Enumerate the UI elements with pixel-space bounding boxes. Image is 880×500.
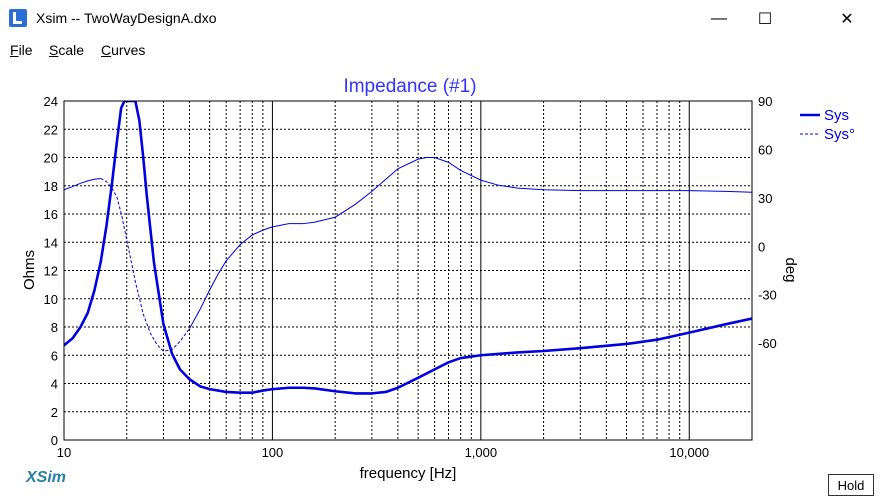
- menu-file-label: ile: [18, 42, 33, 58]
- y-tick-label: 18: [44, 179, 58, 194]
- legend: Sys Sys°: [800, 107, 855, 143]
- series-line-sys: [64, 101, 752, 395]
- grid: [64, 101, 752, 440]
- y2-tick-label: 60: [758, 142, 772, 157]
- title-bar: Xsim -- TwoWayDesignA.dxo — ☐ ✕: [0, 0, 880, 38]
- y2-tick-label: -30: [758, 288, 777, 303]
- y-tick-label: 4: [51, 377, 58, 392]
- chart-title: Impedance (#1): [343, 76, 476, 97]
- menu-scale-label: cale: [58, 42, 85, 58]
- menu-curves-label: urves: [111, 42, 146, 58]
- minimize-button[interactable]: —: [711, 10, 727, 27]
- y2-axis-label: deg: [782, 257, 799, 282]
- xsim-logo: XSim: [26, 469, 67, 486]
- y-tick-label: 14: [44, 235, 58, 250]
- close-button[interactable]: ✕: [840, 11, 854, 28]
- menu-curves[interactable]: Curves: [101, 42, 145, 58]
- y2-tick-label: 0: [758, 239, 765, 254]
- series-lines: [64, 101, 752, 395]
- y-tick-label: 12: [44, 264, 58, 279]
- x-tick-label: 1,000: [465, 445, 498, 460]
- y-tick-label: 24: [44, 94, 58, 109]
- x-tick-label: 10: [57, 445, 71, 460]
- y-axis-label: Ohms: [21, 250, 38, 290]
- y-tick-label: 10: [44, 292, 58, 307]
- menu-file-accel: F: [10, 42, 19, 58]
- x-tick-label: 100: [262, 445, 284, 460]
- y2-tick-label: 90: [758, 94, 772, 109]
- app-icon[interactable]: [9, 9, 27, 27]
- y-tick-label: 22: [44, 122, 58, 137]
- series-line-sys-phase: [189, 157, 752, 329]
- y-tick-label: 6: [51, 348, 58, 363]
- x-tick-label: 10,000: [669, 445, 709, 460]
- y-tick-label: 20: [44, 151, 58, 166]
- window-title: Xsim -- TwoWayDesignA.dxo: [36, 10, 217, 26]
- series-line-sys-phase: [100, 178, 190, 352]
- hold-button[interactable]: Hold: [828, 474, 874, 496]
- plot-frame: [63, 100, 753, 441]
- x-axis-label: frequency [Hz]: [360, 465, 457, 482]
- chart-panel: [0, 64, 880, 500]
- legend-label: Sys: [824, 107, 849, 124]
- legend-label: Sys°: [824, 126, 855, 143]
- menu-file[interactable]: File: [10, 42, 33, 58]
- menu-scale-accel: S: [49, 42, 59, 58]
- y-tick-label: 0: [51, 433, 58, 448]
- menu-curves-accel: C: [101, 42, 112, 58]
- menu-scale[interactable]: Scale: [49, 42, 84, 58]
- maximize-button[interactable]: ☐: [757, 11, 773, 28]
- y2-tick-label: -60: [758, 336, 777, 351]
- y-tick-label: 16: [44, 207, 58, 222]
- menu-bar: File Scale Curves: [0, 38, 880, 64]
- series-line-sys-phase: [64, 177, 101, 191]
- y2-tick-label: 30: [758, 191, 772, 206]
- y-tick-label: 8: [51, 320, 58, 335]
- y-tick-label: 2: [51, 405, 58, 420]
